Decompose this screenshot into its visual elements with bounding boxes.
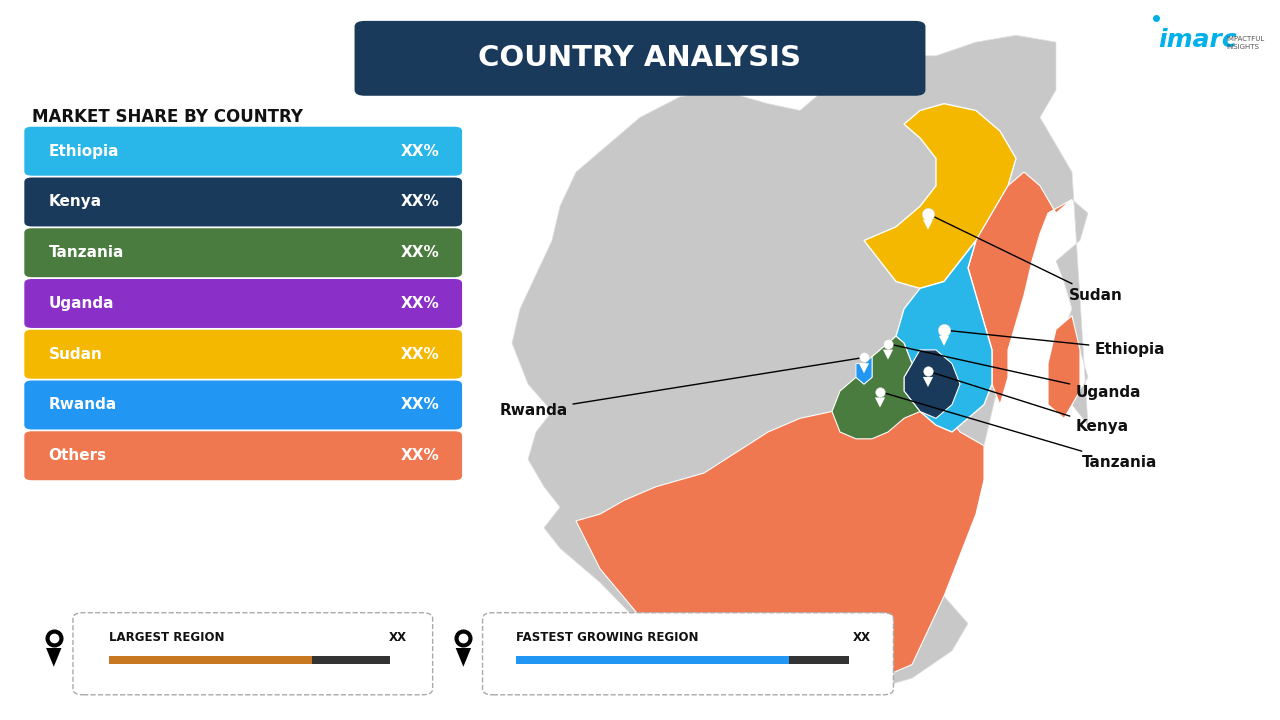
Text: Sudan: Sudan: [49, 347, 102, 361]
Text: Uganda: Uganda: [891, 344, 1140, 400]
Bar: [311, 656, 390, 664]
Text: Tanzania: Tanzania: [49, 246, 124, 260]
Text: Kenya: Kenya: [931, 372, 1129, 433]
Text: FASTEST GROWING REGION: FASTEST GROWING REGION: [516, 631, 699, 644]
Polygon shape: [904, 350, 960, 418]
Polygon shape: [46, 648, 61, 667]
Polygon shape: [923, 377, 933, 387]
FancyBboxPatch shape: [483, 613, 893, 695]
Text: Uganda: Uganda: [49, 296, 114, 311]
Polygon shape: [923, 220, 933, 230]
Text: Ethiopia: Ethiopia: [947, 330, 1165, 356]
Text: XX%: XX%: [401, 194, 439, 210]
FancyBboxPatch shape: [24, 380, 462, 429]
Text: XX: XX: [852, 631, 870, 644]
Polygon shape: [968, 172, 1073, 405]
Text: Rwanda: Rwanda: [499, 358, 861, 418]
Polygon shape: [856, 357, 872, 384]
FancyBboxPatch shape: [24, 228, 462, 277]
Text: XX%: XX%: [401, 144, 439, 158]
Bar: [109, 656, 311, 664]
Text: Tanzania: Tanzania: [883, 392, 1157, 469]
Text: COUNTRY ANALYSIS: COUNTRY ANALYSIS: [479, 45, 801, 72]
FancyBboxPatch shape: [24, 330, 462, 379]
Polygon shape: [872, 336, 911, 384]
Text: Kenya: Kenya: [49, 194, 102, 210]
Polygon shape: [940, 336, 950, 346]
Text: Others: Others: [49, 449, 106, 463]
Text: XX%: XX%: [401, 449, 439, 463]
Text: XX: XX: [389, 631, 407, 644]
FancyBboxPatch shape: [73, 613, 433, 695]
Polygon shape: [896, 240, 992, 432]
FancyBboxPatch shape: [24, 279, 462, 328]
Bar: [788, 656, 849, 664]
Text: Sudan: Sudan: [931, 215, 1123, 302]
Text: XX%: XX%: [401, 347, 439, 361]
Text: Rwanda: Rwanda: [49, 397, 116, 413]
Text: IMPACTFUL
INSIGHTS: IMPACTFUL INSIGHTS: [1226, 36, 1265, 50]
Text: MARKET SHARE BY COUNTRY: MARKET SHARE BY COUNTRY: [32, 107, 303, 125]
Polygon shape: [456, 648, 471, 667]
Polygon shape: [1048, 315, 1080, 418]
Bar: [516, 656, 788, 664]
FancyBboxPatch shape: [24, 177, 462, 226]
Text: imarc: imarc: [1158, 27, 1238, 52]
Polygon shape: [883, 350, 893, 360]
FancyBboxPatch shape: [24, 127, 462, 176]
Text: LARGEST REGION: LARGEST REGION: [109, 631, 224, 644]
Polygon shape: [832, 336, 920, 438]
Text: XX%: XX%: [401, 397, 439, 413]
Text: XX%: XX%: [401, 246, 439, 260]
Polygon shape: [512, 35, 1088, 692]
Polygon shape: [576, 405, 984, 692]
Polygon shape: [864, 104, 1016, 288]
FancyBboxPatch shape: [24, 431, 462, 480]
Text: Ethiopia: Ethiopia: [49, 144, 119, 158]
Polygon shape: [876, 397, 886, 408]
FancyBboxPatch shape: [355, 21, 925, 96]
Polygon shape: [859, 363, 869, 373]
Text: XX%: XX%: [401, 296, 439, 311]
